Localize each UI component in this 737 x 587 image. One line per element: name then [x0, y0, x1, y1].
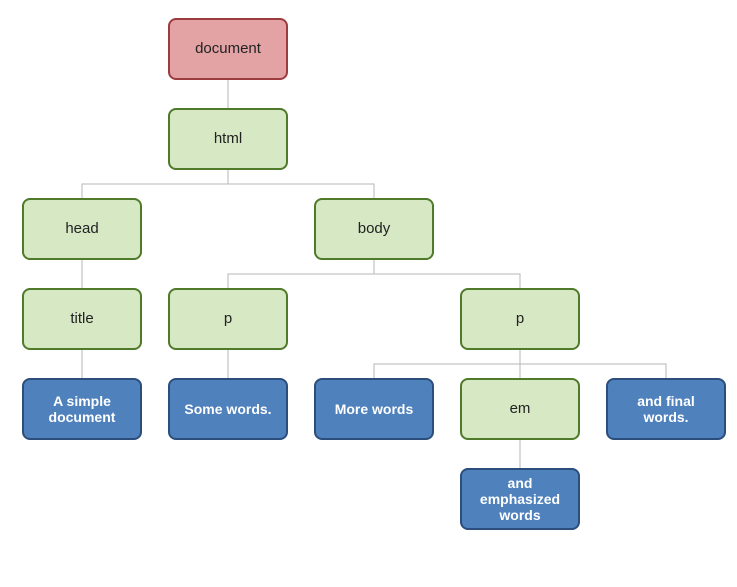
node-label: p — [516, 310, 524, 327]
node-p1: p — [168, 288, 288, 350]
node-document: document — [168, 18, 288, 80]
node-label: p — [224, 310, 232, 327]
node-label: document — [195, 40, 261, 57]
node-txt_title: A simple document — [22, 378, 142, 440]
node-html: html — [168, 108, 288, 170]
edge-p2-txt_more — [374, 350, 520, 378]
edge-p2-txt_final — [520, 350, 666, 378]
edge-body-p2 — [374, 260, 520, 288]
node-label: and emphasized words — [468, 475, 572, 523]
node-label: title — [70, 310, 93, 327]
edge-html-body — [228, 170, 374, 198]
edge-html-head — [82, 170, 228, 198]
node-label: em — [510, 400, 531, 417]
node-txt_p1: Some words. — [168, 378, 288, 440]
node-body: body — [314, 198, 434, 260]
node-label: body — [358, 220, 391, 237]
node-label: head — [65, 220, 98, 237]
node-label: More words — [335, 401, 414, 417]
node-head: head — [22, 198, 142, 260]
node-txt_em: and emphasized words — [460, 468, 580, 530]
node-label: A simple document — [30, 393, 134, 425]
node-label: Some words. — [184, 401, 271, 417]
node-label: html — [214, 130, 242, 147]
dom-tree-diagram: document html head body title p p A simple docu… — [0, 0, 737, 587]
edge-body-p1 — [228, 260, 374, 288]
node-txt_more: More words — [314, 378, 434, 440]
node-p2: p — [460, 288, 580, 350]
node-title: title — [22, 288, 142, 350]
node-em: em — [460, 378, 580, 440]
node-label: and final words. — [614, 393, 718, 425]
node-txt_final: and final words. — [606, 378, 726, 440]
